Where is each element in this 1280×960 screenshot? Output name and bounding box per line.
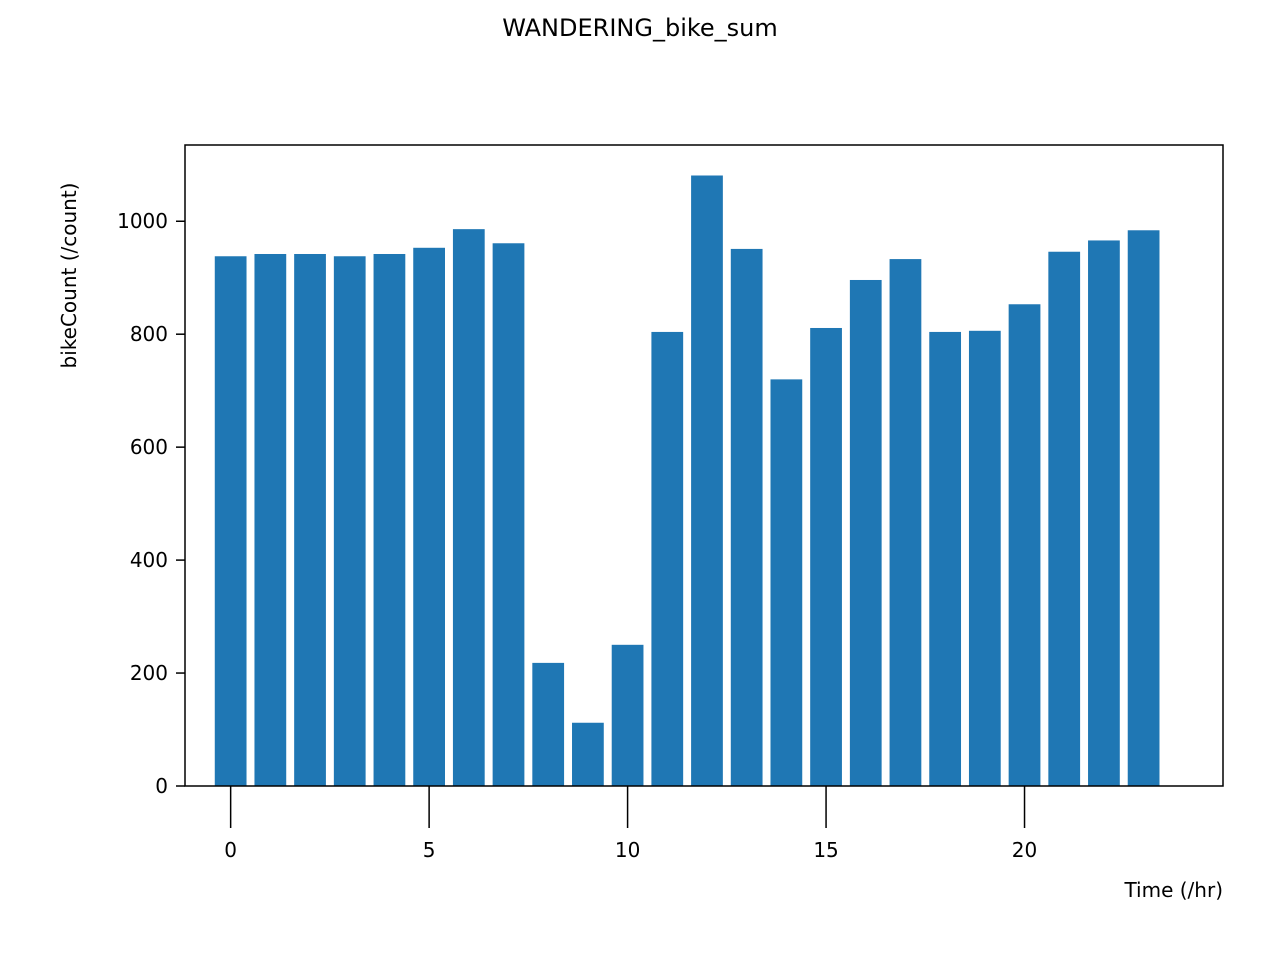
bar-5 — [413, 247, 445, 787]
y-tick-label: 200 — [130, 661, 168, 685]
y-tick-label: 0 — [155, 774, 168, 798]
bar-15 — [810, 327, 842, 786]
bar-2 — [294, 253, 326, 787]
bar-0 — [214, 256, 247, 786]
bar-12 — [691, 175, 723, 786]
y-ticks-group: 0 200 400 600 800 1000 — [117, 209, 185, 798]
bar-10 — [611, 644, 644, 786]
y-tick-label: 1000 — [117, 209, 168, 233]
x-tick-label: 5 — [423, 838, 436, 862]
bar-11 — [651, 331, 684, 786]
bar-18 — [929, 331, 962, 786]
bar-16 — [849, 279, 882, 786]
bar-3 — [333, 256, 366, 786]
y-tick-label: 600 — [130, 435, 168, 459]
bar-9 — [572, 722, 604, 786]
bar-6 — [452, 229, 485, 786]
bar-1 — [254, 253, 287, 787]
x-tick-label: 0 — [224, 838, 237, 862]
bar-22 — [1088, 240, 1120, 787]
x-tick-label: 10 — [615, 838, 640, 862]
bar-13 — [730, 248, 763, 787]
bar-8 — [532, 662, 565, 786]
x-tick-label: 15 — [813, 838, 838, 862]
y-axis-label: bikeCount (/count) — [57, 183, 81, 369]
bar-7 — [492, 243, 525, 787]
bar-23 — [1127, 230, 1160, 786]
y-tick-label: 400 — [130, 548, 168, 572]
bar-20 — [1008, 304, 1041, 786]
bar-19 — [968, 330, 1001, 786]
plot-frame — [184, 144, 1224, 787]
bar-21 — [1048, 251, 1081, 787]
chart-title: WANDERING_bike_sum — [502, 14, 778, 42]
x-ticks-group: 0 5 10 15 20 — [224, 786, 1037, 862]
y-tick-label: 800 — [130, 322, 168, 346]
bar-14 — [770, 379, 803, 786]
x-tick-label: 20 — [1012, 838, 1037, 862]
x-axis-label: Time (/hr) — [1123, 878, 1223, 902]
bar-4 — [373, 253, 406, 787]
bars-group — [214, 175, 1160, 787]
bar-17 — [889, 259, 922, 786]
